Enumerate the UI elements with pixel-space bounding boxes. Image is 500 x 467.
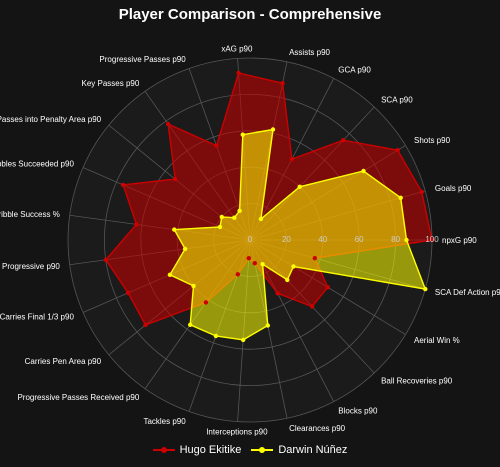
series-2-point-20	[285, 277, 290, 283]
series-1-point-20	[309, 304, 315, 309]
axis-label-20: Ball Recoveries p90	[381, 376, 453, 385]
legend-item-series-2[interactable]: Darwin Núñez	[251, 444, 347, 456]
series-1-point-11	[134, 222, 139, 227]
series-2-point-17	[241, 337, 246, 343]
radial-tick-label-20: 20	[282, 235, 291, 244]
axis-label-21: Aerial Win %	[414, 336, 460, 345]
series-2-point-12	[182, 246, 188, 252]
legend-swatch-series-2	[251, 445, 274, 455]
axis-label-15: Progressive Passes Received p90	[17, 393, 139, 402]
axis-label-10: Dribbles Succeeded p90	[0, 160, 74, 169]
series-1-point-13	[125, 290, 131, 296]
series-1-point-7	[214, 143, 219, 148]
series-2-point-15	[188, 322, 193, 327]
series-2-point-19	[260, 262, 265, 267]
axis-label-18: Clearances p90	[289, 424, 346, 433]
series-1-point-4	[289, 157, 295, 162]
radial-tick-label-60: 60	[355, 235, 364, 244]
series-2-point-18	[265, 323, 270, 328]
axis-label-16: Tackles p90	[143, 417, 186, 426]
axis-label-12: Carries Progressive p90	[0, 262, 60, 271]
series-2-point-5	[270, 127, 276, 132]
radial-tick-label-0: 0	[248, 235, 253, 244]
axis-label-5: Assists p90	[289, 48, 330, 57]
legend-item-series-1[interactable]: Hugo Ekitike	[152, 444, 242, 456]
series-2-point-9	[219, 214, 224, 220]
series-2-point-4	[258, 216, 264, 222]
axis-label-3: SCA p90	[381, 96, 413, 105]
axis-label-19: Blocks p90	[338, 407, 378, 416]
series-1-point-19	[275, 291, 280, 296]
chart-title: Player Comparison - Comprehensive	[118, 6, 382, 23]
axis-label-17: Interceptions p90	[206, 428, 268, 437]
axis-label-6: xAG p90	[221, 44, 253, 53]
series-1-point-16	[235, 272, 240, 277]
series-2-point-8	[232, 215, 237, 220]
axis-label-4: GCA p90	[338, 66, 371, 75]
legend-label-series-2: Darwin Núñez	[278, 444, 348, 456]
radial-tick-label-80: 80	[391, 235, 400, 244]
series-2-point-1	[398, 195, 403, 200]
series-1-point-14	[143, 322, 148, 328]
radial-tick-label-100: 100	[425, 235, 439, 244]
series-1-point-5	[280, 81, 285, 86]
series-2-point-6	[240, 132, 245, 137]
legend-swatch-series-1	[152, 445, 175, 455]
axis-label-22: SCA Def Action p90	[435, 288, 500, 297]
series-1-point-0	[429, 237, 435, 243]
series-1-point-6	[236, 70, 241, 76]
series-1-point-2	[395, 148, 400, 153]
axis-label-7: Progressive Passes p90	[99, 55, 186, 64]
series-1-point-10	[120, 182, 126, 188]
series-1-point-17	[246, 256, 251, 261]
series-1-point-9	[173, 176, 178, 182]
series-2-point-16	[213, 333, 219, 339]
series-2-point-10	[217, 224, 223, 230]
series-1-point-22	[312, 256, 317, 261]
axis-label-11: Dribble Success %	[0, 210, 60, 219]
axis-label-0: npxG p90	[442, 236, 477, 245]
legend-label-series-1: Hugo Ekitike	[179, 444, 242, 456]
axis-label-14: Carries Pen Area p90	[25, 357, 102, 366]
series-1-point-18	[252, 261, 257, 266]
series-1-point-21	[325, 285, 330, 290]
series-2-point-21	[291, 264, 296, 269]
legend: Hugo Ekitike Darwin Núñez	[0, 444, 500, 456]
series-2-point-0	[404, 237, 409, 243]
series-1-point-3	[341, 138, 346, 143]
series-2-point-22	[423, 286, 428, 292]
axis-label-13: Carries Final 1/3 p90	[0, 313, 74, 322]
series-2-point-2	[361, 168, 366, 174]
series-1-point-8	[165, 121, 171, 127]
radial-tick-label-40: 40	[318, 235, 327, 244]
series-1-point-1	[419, 189, 424, 195]
series-1-point-12	[103, 257, 109, 262]
axis-label-8: Key Passes p90	[81, 79, 139, 88]
series-1-point-15	[203, 300, 209, 305]
series-2-point-11	[172, 227, 177, 232]
series-area-2	[168, 128, 427, 341]
series-2-point-7	[237, 208, 242, 213]
series-2-point-13	[167, 272, 173, 277]
axis-label-1: Goals p90	[435, 184, 472, 193]
axis-label-2: Shots p90	[414, 136, 451, 145]
series-2-point-14	[191, 283, 196, 289]
axis-label-9: Passes into Penalty Area p90	[0, 115, 102, 124]
series-2-point-3	[297, 184, 302, 189]
